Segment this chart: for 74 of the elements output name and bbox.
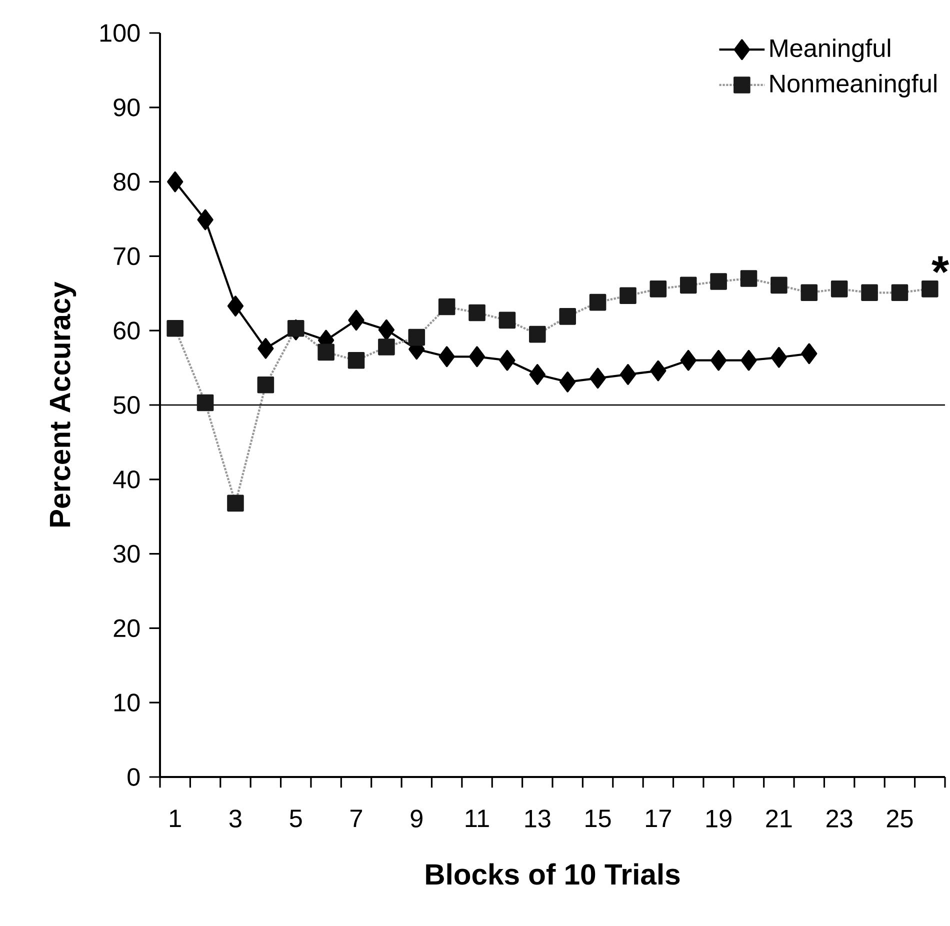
- point: [710, 350, 727, 371]
- point: [559, 308, 576, 325]
- point: [740, 350, 757, 371]
- x-tick-label: 21: [766, 810, 792, 828]
- point: [196, 394, 214, 412]
- y-tick-label: 60: [114, 322, 140, 340]
- point: [650, 280, 667, 298]
- point: [922, 280, 938, 298]
- point: [468, 346, 486, 368]
- point: [468, 304, 486, 322]
- point: [560, 372, 576, 392]
- point: [529, 326, 546, 343]
- y-tick-label: 10: [114, 694, 140, 712]
- point: [257, 376, 274, 394]
- point: [770, 276, 788, 294]
- point: [378, 338, 395, 356]
- y-tick-label: 50: [114, 396, 140, 414]
- point: [680, 276, 697, 294]
- x-tick-label: 9: [410, 810, 422, 828]
- x-tick-label: 1: [170, 810, 181, 828]
- y-axis-title: Percent Accuracy: [50, 282, 76, 526]
- x-tick-label: 11: [466, 810, 489, 828]
- point: [861, 284, 878, 302]
- y-tick-label: 20: [114, 619, 140, 638]
- point: [740, 270, 758, 287]
- point: [227, 494, 244, 512]
- point: [650, 360, 666, 382]
- point: [258, 338, 274, 359]
- point: [710, 273, 727, 290]
- point: [166, 320, 184, 337]
- point: [167, 171, 184, 192]
- y-tick-label: 90: [114, 98, 140, 116]
- x-tick-label: 7: [350, 810, 362, 828]
- x-tick-label: 19: [706, 810, 732, 828]
- point: [680, 350, 696, 371]
- point: [287, 320, 304, 337]
- point: [801, 343, 818, 364]
- y-tick-label: 80: [114, 172, 140, 191]
- point: [318, 344, 334, 361]
- x-tick-label: 25: [886, 810, 913, 828]
- x-tick-label: 5: [290, 810, 302, 828]
- x-tick-label: 15: [586, 810, 611, 828]
- legend-label: Meaningful: [770, 38, 890, 62]
- point: [378, 319, 395, 340]
- point: [227, 296, 244, 316]
- point: [408, 328, 426, 346]
- point: [348, 310, 364, 331]
- point: [438, 298, 456, 316]
- y-tick-label: 30: [114, 544, 140, 563]
- point: [830, 280, 848, 298]
- x-tick-label: 13: [525, 810, 550, 828]
- x-tick-label: 17: [646, 810, 671, 828]
- y-tick-label: 40: [113, 470, 140, 488]
- point: [620, 364, 636, 385]
- point: [438, 346, 455, 368]
- legend-label: Nonmeaningful: [770, 74, 936, 98]
- point: [529, 364, 546, 385]
- point: [498, 312, 516, 329]
- y-tick-label: 0: [128, 768, 140, 786]
- point: [620, 287, 636, 304]
- x-tick-label: 23: [826, 810, 852, 828]
- point: [891, 284, 908, 302]
- annotation: *: [932, 256, 950, 274]
- y-tick-label: 70: [114, 247, 140, 266]
- point: [197, 209, 214, 230]
- x-tick-label: 3: [229, 810, 242, 828]
- point: [499, 350, 516, 371]
- x-axis-title: Blocks of 10 Trials: [426, 863, 680, 885]
- point: [770, 346, 788, 368]
- point: [589, 294, 606, 311]
- y-tick-label: 100: [100, 24, 140, 42]
- point: [348, 352, 365, 369]
- point: [590, 368, 606, 389]
- point: [800, 284, 818, 302]
